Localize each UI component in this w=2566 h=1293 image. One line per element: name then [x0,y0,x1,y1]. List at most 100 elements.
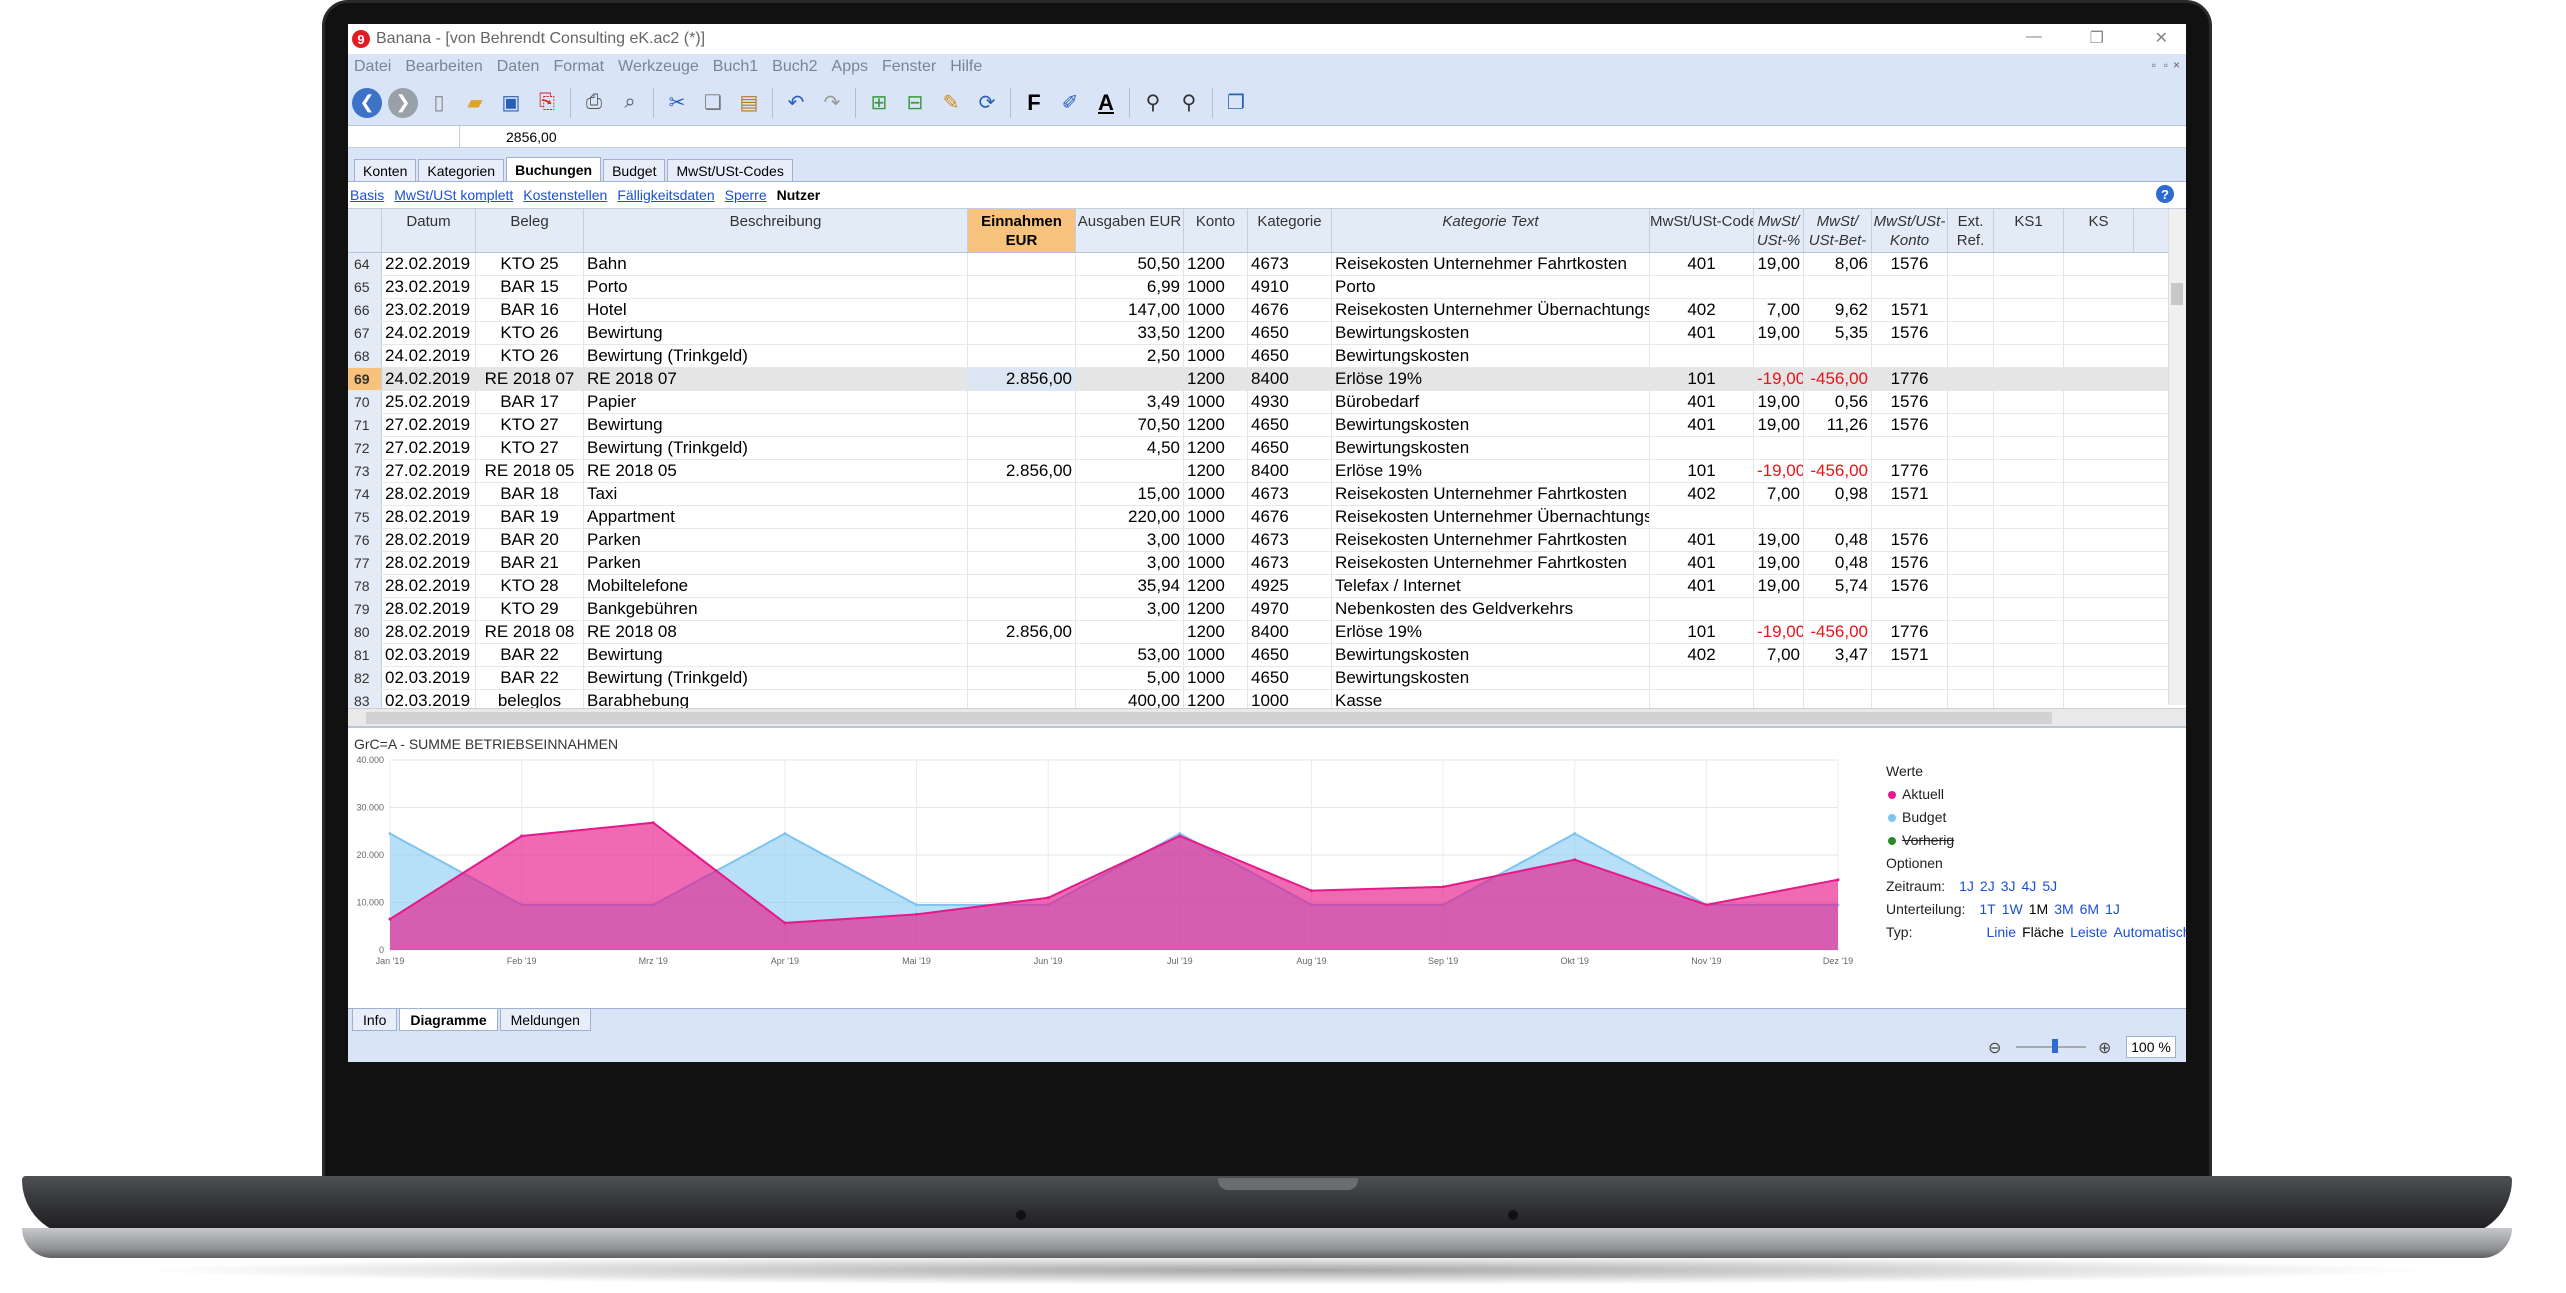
mwst-betrag-cell[interactable]: 0,98 [1804,483,1872,505]
ausgaben-cell[interactable]: 5,00 [1076,667,1184,689]
tab-buchungen[interactable]: Buchungen [506,157,602,181]
datum-cell[interactable]: 28.02.2019 [382,506,476,528]
ext-ref-cell[interactable] [1948,276,1994,298]
kategorie-cell[interactable]: 4650 [1248,414,1332,436]
mwst-prozent-cell[interactable]: 19,00 [1754,414,1804,436]
beschreibung-cell[interactable]: Bewirtung (Trinkgeld) [584,437,968,459]
beschreibung-cell[interactable]: Parken [584,529,968,551]
kategorie-cell[interactable]: 8400 [1248,368,1332,390]
einnahmen-cell[interactable] [968,529,1076,551]
ks1-cell[interactable] [1994,276,2064,298]
datum-cell[interactable]: 28.02.2019 [382,598,476,620]
konto-cell[interactable]: 1000 [1184,529,1248,551]
datum-cell[interactable]: 28.02.2019 [382,621,476,643]
add-rows-icon[interactable]: ⊞ [870,92,888,114]
konto-cell[interactable]: 1000 [1184,667,1248,689]
mwst-code-cell[interactable] [1650,276,1754,298]
kategorie-cell[interactable]: 4650 [1248,667,1332,689]
ks1-cell[interactable] [1994,483,2064,505]
ext-ref-cell[interactable] [1948,621,1994,643]
table-row[interactable]: 79 28.02.2019 KTO 29 Bankgebühren 3,00 1200 49… [348,598,2186,621]
einnahmen-cell[interactable] [968,437,1076,459]
mwst-code-cell[interactable] [1650,667,1754,689]
konto-header[interactable]: Konto [1184,209,1248,252]
ks1-cell[interactable] [1994,437,2064,459]
mwst-code-cell[interactable]: 401 [1650,529,1754,551]
copy-icon[interactable]: ❏ [704,92,722,114]
beschreibung-cell[interactable]: Bewirtung [584,414,968,436]
table-row[interactable]: 76 28.02.2019 BAR 20 Parken 3,00 1000 4673 Reis… [348,529,2186,552]
konto-cell[interactable]: 1200 [1184,414,1248,436]
kategorie-header[interactable]: Kategorie [1248,209,1332,252]
ausgaben-cell[interactable]: 4,50 [1076,437,1184,459]
tab-mwst-codes[interactable]: MwSt/USt-Codes [667,159,793,181]
mwst-code-cell[interactable]: 401 [1650,552,1754,574]
ks1-cell[interactable] [1994,575,2064,597]
mwst-konto-cell[interactable]: 1576 [1872,253,1948,275]
datum-cell[interactable]: 25.02.2019 [382,391,476,413]
ks1-cell[interactable] [1994,368,2064,390]
einnahmen-header[interactable]: Einnahmen EUR [968,209,1076,252]
beleg-cell[interactable]: KTO 28 [476,575,584,597]
kategorie-cell[interactable]: 4673 [1248,483,1332,505]
kategorie-text-cell[interactable]: Bewirtungskosten [1332,644,1650,666]
kategorie-text-cell[interactable]: Reisekosten Unternehmer Übernachtungs [1332,299,1650,321]
font-color-icon[interactable]: A [1098,89,1114,115]
mwst-betrag-cell[interactable]: 0,56 [1804,391,1872,413]
row-number[interactable]: 77 [348,552,382,574]
mwst-betrag-cell[interactable] [1804,690,1872,712]
table-row[interactable]: 68 24.02.2019 KTO 26 Bewirtung (Trinkgeld) 2… [348,345,2186,368]
mwst-konto-cell[interactable]: 1576 [1872,391,1948,413]
datum-cell[interactable]: 23.02.2019 [382,276,476,298]
help-icon[interactable]: ? [2156,185,2174,203]
ks1-cell[interactable] [1994,414,2064,436]
mwst-prozent-cell[interactable]: 19,00 [1754,391,1804,413]
mwst-konto-cell[interactable]: 1776 [1872,621,1948,643]
kategorie-cell[interactable]: 4650 [1248,437,1332,459]
row-number[interactable]: 79 [348,598,382,620]
kategorie-text-cell[interactable]: Reisekosten Unternehmer Übernachtungs [1332,506,1650,528]
mwst-konto-cell[interactable] [1872,506,1948,528]
table-row[interactable]: 74 28.02.2019 BAR 18 Taxi 15,00 1000 4673 Reise… [348,483,2186,506]
beschreibung-cell[interactable]: Bankgebühren [584,598,968,620]
menu-buch1[interactable]: Buch1 [712,58,759,75]
ausgaben-cell[interactable]: 2,50 [1076,345,1184,367]
ks1-cell[interactable] [1994,529,2064,551]
ausgaben-header[interactable]: Ausgaben EUR [1076,209,1184,252]
ks1-cell[interactable] [1994,299,2064,321]
row-number[interactable]: 81 [348,644,382,666]
beleg-cell[interactable]: KTO 27 [476,414,584,436]
unterteilung-option[interactable]: 3M [2054,901,2074,917]
paste-icon[interactable]: ▤ [739,92,759,114]
kategorie-cell[interactable]: 4970 [1248,598,1332,620]
mwst-betrag-cell[interactable]: 5,74 [1804,575,1872,597]
zoom-value[interactable]: 100 % [2126,1036,2176,1058]
einnahmen-cell[interactable] [968,575,1076,597]
horizontal-scroll-thumb[interactable] [366,712,2052,724]
mwst-betrag-cell[interactable]: -456,00 [1804,460,1872,482]
mwst-code-cell[interactable]: 101 [1650,460,1754,482]
table-row[interactable]: 77 28.02.2019 BAR 21 Parken 3,00 1000 4673 Reis… [348,552,2186,575]
ext-ref-cell[interactable] [1948,598,1994,620]
row-number[interactable]: 67 [348,322,382,344]
ks-header[interactable]: KS [2064,209,2134,252]
beleg-cell[interactable]: KTO 26 [476,322,584,344]
mwst-code-cell[interactable]: 401 [1650,391,1754,413]
menu-apps[interactable]: Apps [831,58,868,75]
table-row[interactable]: 71 27.02.2019 KTO 27 Bewirtung 70,50 1200 4650… [348,414,2186,437]
find-replace-icon[interactable]: ⚲ [1181,92,1197,114]
ext-ref-cell[interactable] [1948,368,1994,390]
kategorie-text-cell[interactable]: Bürobedarf [1332,391,1650,413]
zoom-slider[interactable] [2016,1046,2086,1048]
mwst-code-cell[interactable] [1650,345,1754,367]
ext-ref-header[interactable]: Ext. Ref. [1948,209,1994,252]
ext-ref-cell[interactable] [1948,437,1994,459]
zoom-slider-handle[interactable] [2052,1039,2058,1053]
mwst-konto-cell[interactable]: 1776 [1872,460,1948,482]
ausgaben-cell[interactable] [1076,621,1184,643]
ks1-cell[interactable] [1994,690,2064,712]
zeitraum-option[interactable]: 3J [2000,878,2016,894]
edit-icon[interactable]: ✎ [942,92,960,114]
konto-cell[interactable]: 1000 [1184,644,1248,666]
einnahmen-cell[interactable] [968,345,1076,367]
